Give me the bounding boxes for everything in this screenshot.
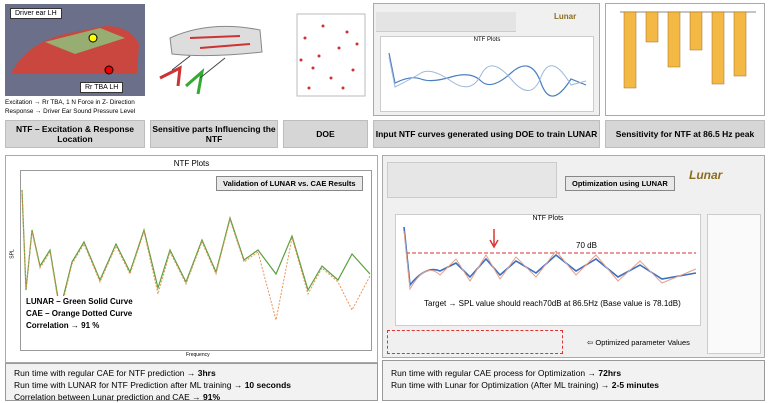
target-note: Target → SPL value should reach70dB at 8… [424,299,681,308]
validation-plot: NTF Plots Validation of LUNAR vs. CAE Re… [5,155,378,363]
caption: DOE [283,120,368,148]
note-bold: 91% [203,392,221,402]
note-line: Run time with regular CAE for NTF predic… [14,367,369,379]
body-frame [169,25,263,57]
curves [388,52,587,97]
label: Rr TBA LH [80,82,124,93]
lunar-curve [21,189,371,311]
legend-line: CAE – Orange Dotted Curve [26,309,133,318]
note-text: Run time with LUNAR for NTF Prediction a… [14,380,245,390]
plot-title: NTF Plots [173,159,210,168]
doe-drawing [296,13,366,97]
part [189,35,251,49]
cae-curve [21,191,371,321]
runtime-notes: Run time with regular CAE for NTF predic… [5,363,378,403]
banner: Validation of LUNAR vs. CAE Results [216,176,363,191]
params-note-text: Optimized parameter Values [595,338,690,347]
note-line: Run time with LUNAR for NTF Prediction a… [14,379,369,391]
toolbar [376,12,516,32]
x-axis-label: Frequency [186,352,210,358]
toolbar [387,162,557,198]
note-text: Run time with Lunar for Optimization (Af… [391,380,612,390]
curve [388,52,587,97]
sensitivity-chart [605,3,765,116]
plot-frame [20,170,372,351]
y-axis-label: SPL [9,249,16,259]
part [185,68,205,95]
plot-title: NTF Plots [473,37,501,43]
note-bold: 10 seconds [244,380,291,390]
doe-plot [283,8,368,116]
car-roof [45,28,125,54]
bars-drawing [620,11,756,89]
label: Driver ear LH [10,8,62,19]
plot-frame [296,13,366,97]
caption: Sensitive parts Influencing the NTF [150,120,278,148]
parts-drawing [159,25,263,95]
doe-points [299,24,359,90]
bars [623,11,747,89]
caption: NTF – Excitation & Response Location [5,120,145,148]
note: Excitation → Rr TBA, 1 N Force in Z- Dir… [5,98,135,116]
note-text: Run time with regular CAE for NTF predic… [14,368,198,378]
banner: Optimization using LUNAR [565,176,675,191]
pointer [171,55,226,79]
parts-image [150,8,278,116]
note-bold: 3hrs [197,368,216,378]
excitation-point [104,65,114,75]
runtime-notes: Run time with regular CAE process for Op… [382,360,765,401]
curve [403,230,697,291]
plot-title: NTF Plots [532,215,564,222]
curves [403,226,697,291]
note-bold: 72hrs [598,368,622,378]
legend: LUNAR – Green Solid Curve CAE – Orange Do… [26,296,133,332]
plot-area: NTF Plots [380,36,594,112]
lunar-screenshot: Optimization using LUNAR Lunar NTF Plots… [382,155,765,358]
car-image [5,4,145,96]
car-drawing [11,26,139,75]
note-line: Response → Driver Ear Sound Pressure Lev… [5,108,136,115]
params-note: ⇦ Optimized parameter Values [587,338,690,347]
legend-line: LUNAR – Green Solid Curve [26,297,133,306]
curves [20,170,372,351]
note-line: Run time with Lunar for Optimization (Af… [391,379,756,391]
caption: Input NTF curves generated using DOE to … [373,120,600,148]
plot-area: NTF Plots 70 dB Target → SPL value shoul… [395,214,701,326]
note-line: Excitation → Rr TBA, 1 N Force in Z- Dir… [5,99,135,106]
part [159,65,182,87]
side-panel [707,214,761,354]
lunar-screenshot: Lunar NTF Plots [373,3,600,116]
logo: Lunar [689,168,723,182]
caption: Sensitivity for NTF at 86.5 Hz peak [605,120,765,148]
curve [403,226,697,288]
note-text: Correlation between Lunar prediction and… [14,392,203,402]
curve [388,56,587,91]
arrow [489,229,499,249]
target-label: 70 dB [576,241,597,250]
note-line: Correlation between Lunar prediction and… [14,391,369,403]
response-point [88,33,98,43]
logo: Lunar [554,12,577,21]
note-text: Run time with regular CAE process for Op… [391,368,599,378]
legend-line: Correlation → 91 % [26,321,100,330]
note-line: Run time with regular CAE process for Op… [391,367,756,379]
note-bold: 2-5 minutes [611,380,660,390]
params-box [387,330,563,354]
